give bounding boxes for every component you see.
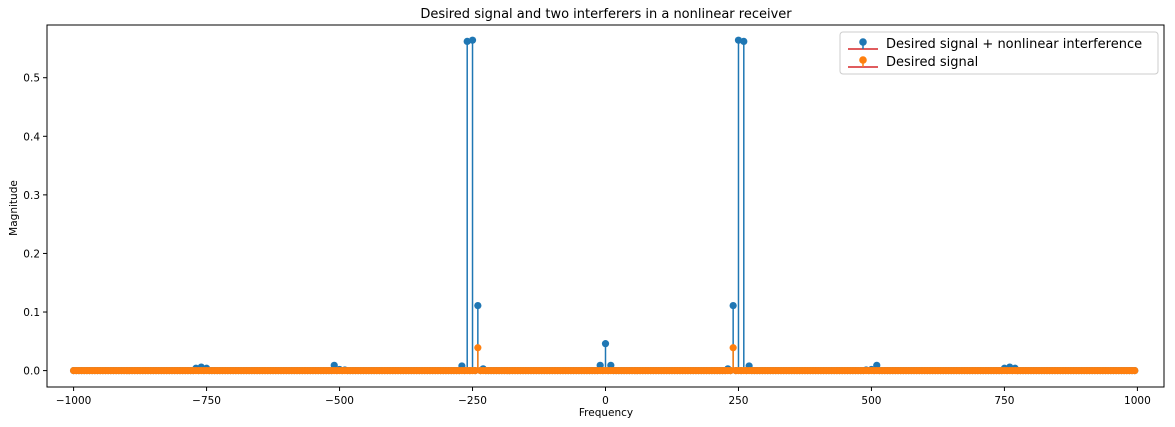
stem-marker xyxy=(474,301,482,310)
y-tick-label: 0.0 xyxy=(23,366,40,378)
legend-frame xyxy=(839,31,1159,75)
y-tick-label: 0.4 xyxy=(23,131,40,143)
y-tick-label: 0.2 xyxy=(23,248,40,260)
x-tick-label: 1000 xyxy=(1124,395,1151,407)
stem-marker xyxy=(474,344,482,352)
stem-marker xyxy=(1131,366,1139,375)
legend-label: Desired signal + nonlinear interference xyxy=(886,37,1142,52)
y-axis-title: Magnitude xyxy=(8,180,20,236)
x-tick-label: 0 xyxy=(602,395,609,407)
stem-marker xyxy=(729,301,737,310)
stem-marker xyxy=(729,344,737,352)
stem-marker xyxy=(471,366,479,375)
legend-item: Desired signal + nonlinear interference xyxy=(848,37,1142,52)
stem-marker xyxy=(468,36,477,44)
x-tick-label: −250 xyxy=(458,395,487,407)
x-tick-label: 750 xyxy=(994,395,1014,407)
chart-title: Desired signal and two interferers in a … xyxy=(420,7,792,22)
stem-marker xyxy=(726,366,735,375)
plot-area xyxy=(69,36,1139,375)
stem-marker xyxy=(740,37,748,46)
legend-marker-swatch xyxy=(859,56,867,64)
y-tick-label: 0.5 xyxy=(23,73,40,85)
legend-item: Desired signal xyxy=(848,55,978,70)
series-1 xyxy=(69,36,1139,375)
x-axis-title: Frequency xyxy=(579,407,633,419)
series-2 xyxy=(69,344,1139,375)
legend-label: Desired signal xyxy=(886,55,978,70)
x-tick-label: 250 xyxy=(728,395,748,407)
axes: −1000 −750 −500 −250 0 250 500 750 1000 0.0 0.1 0.2… xyxy=(23,24,1165,407)
y-tick-label: 0.1 xyxy=(23,307,40,319)
legend-marker-swatch xyxy=(859,38,867,46)
y-tick-label: 0.3 xyxy=(23,190,40,202)
x-tick-label: −1000 xyxy=(56,395,92,407)
stem-marker xyxy=(601,340,610,348)
axes-frame xyxy=(46,24,1165,388)
x-tick-label: −750 xyxy=(192,395,221,407)
legend: Desired signal + nonlinear interference D… xyxy=(839,31,1159,75)
x-tick-label: −500 xyxy=(325,395,354,407)
x-tick-label: 500 xyxy=(861,395,881,407)
